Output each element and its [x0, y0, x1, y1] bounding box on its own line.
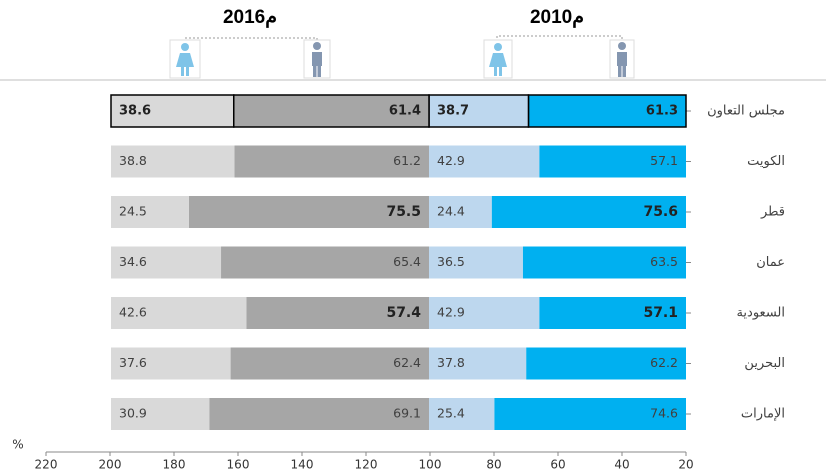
bracket [496, 35, 623, 42]
value-label: 38.6 [119, 104, 151, 119]
bar-segment [494, 398, 686, 430]
bar-segment [429, 246, 523, 279]
x-tick-label: 180 [163, 458, 186, 472]
x-tick-label: 20 [678, 458, 693, 472]
bar-segment [111, 297, 247, 329]
bar-segment [111, 145, 235, 178]
category-label: قطر [760, 205, 785, 220]
category-label: عمان [756, 255, 785, 270]
x-tick-label: 80 [486, 458, 501, 472]
value-label: 24.4 [437, 204, 465, 219]
icons [169, 35, 635, 79]
value-label: 38.7 [437, 104, 469, 119]
bar-segment [527, 94, 687, 128]
bar-segment [491, 196, 686, 228]
group-title: 2010م [530, 7, 584, 28]
bar-segment [111, 196, 189, 228]
bar-segment [429, 347, 527, 380]
bar-segment [429, 196, 492, 228]
bar-segment [429, 145, 540, 178]
bar-segment [111, 246, 222, 279]
male-icon [312, 42, 322, 77]
value-label: 38.8 [119, 153, 147, 168]
x-tick-label: 60 [550, 458, 565, 472]
bar-segment [110, 94, 235, 128]
bar-segment [522, 246, 686, 279]
x-tick-label: 160 [227, 458, 250, 472]
x-tick-label: 200 [99, 458, 122, 472]
value-label: 36.5 [437, 254, 465, 269]
bar-segment [429, 297, 540, 329]
x-tick-label: 140 [291, 458, 314, 472]
value-label: 24.5 [119, 204, 147, 219]
x-tick-label: 100 [419, 458, 442, 472]
value-label: 74.6 [650, 406, 678, 421]
bar-segment [221, 246, 429, 279]
category-label: السعودية [736, 306, 785, 321]
value-label: 62.4 [393, 355, 421, 370]
female-icon [176, 43, 194, 76]
value-label: 61.2 [393, 153, 421, 168]
x-tick-label: 120 [355, 458, 378, 472]
bar-segment [111, 347, 231, 380]
category-label: الإمارات [741, 407, 785, 422]
value-label: 34.6 [119, 254, 147, 269]
value-label: 75.5 [386, 204, 421, 220]
bar-segment [539, 297, 686, 329]
group-title: 2016م [223, 7, 277, 28]
value-label: 61.4 [389, 104, 421, 119]
bar-segment [111, 398, 210, 430]
value-label: 37.8 [437, 355, 465, 370]
x-tick-label: 40 [614, 458, 629, 472]
bar-segment [539, 145, 686, 178]
bracket [184, 37, 318, 42]
value-label: 65.4 [393, 254, 421, 269]
value-label: 57.1 [650, 153, 678, 168]
value-label: 25.4 [437, 406, 465, 421]
value-label: 57.4 [386, 305, 421, 321]
bar-segment [232, 94, 430, 128]
bar-segment [234, 145, 429, 178]
bar-segment [429, 398, 495, 430]
female-icon [489, 43, 507, 76]
value-label: 30.9 [119, 406, 147, 421]
bar-segment [230, 347, 429, 380]
value-label: 69.1 [393, 406, 421, 421]
category-label: مجلس التعاون [707, 104, 785, 119]
category-label: الكويت [747, 154, 785, 169]
icon-frame [609, 39, 635, 79]
bar-segment [209, 398, 429, 430]
value-label: 62.2 [650, 355, 678, 370]
value-label: 42.9 [437, 153, 465, 168]
value-label: 57.1 [643, 305, 678, 321]
category-label: البحرين [744, 356, 785, 371]
male-icon [617, 42, 627, 77]
value-label: 63.5 [650, 254, 678, 269]
value-label: 37.6 [119, 355, 147, 370]
bar-segment [188, 196, 429, 228]
value-label: 61.3 [646, 104, 678, 119]
x-tick-label: 220 [35, 458, 58, 472]
value-label: 42.9 [437, 305, 465, 320]
bar-segment [526, 347, 686, 380]
axis-label: % [12, 438, 23, 452]
value-label: 42.6 [119, 305, 147, 320]
value-label: 75.6 [643, 204, 678, 220]
bar-segment [246, 297, 429, 329]
